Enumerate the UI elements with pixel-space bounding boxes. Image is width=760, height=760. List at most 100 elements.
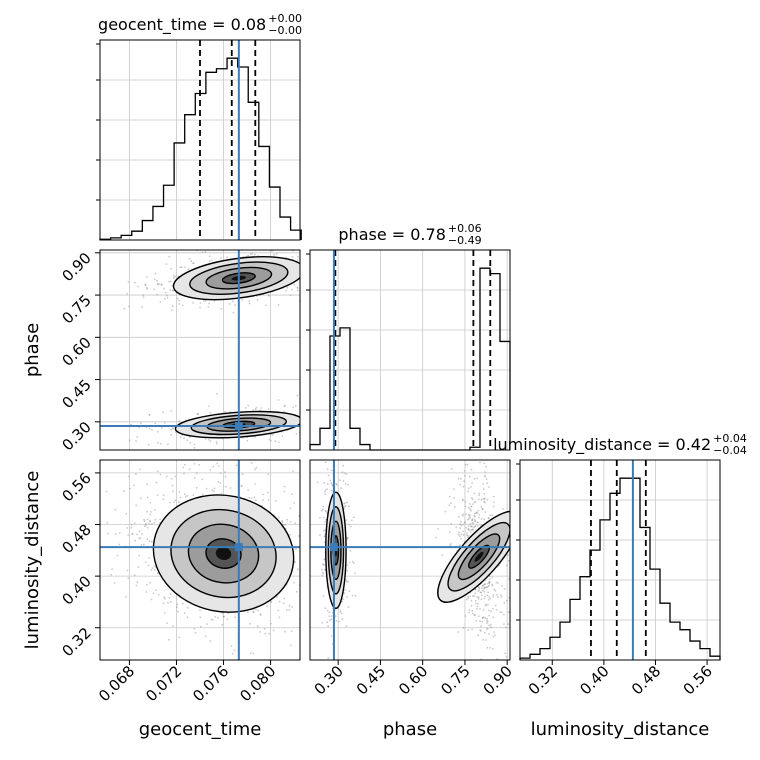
sample-point <box>315 279 317 281</box>
sample-point <box>178 303 181 305</box>
sample-point <box>339 609 342 612</box>
panel-2d-geocent_time-luminosity_distance <box>99 459 301 661</box>
sample-point <box>473 512 476 515</box>
sample-point <box>334 615 337 618</box>
sample-point <box>367 414 369 416</box>
sample-point <box>204 438 207 440</box>
sample-point <box>327 657 330 659</box>
x-axis-label: phase <box>383 719 437 740</box>
sample-point <box>286 518 289 521</box>
sample-point <box>322 563 324 565</box>
sample-point <box>467 513 470 516</box>
sample-point <box>496 594 498 596</box>
sample-point <box>314 271 316 273</box>
sample-point <box>500 594 502 596</box>
sample-point <box>173 501 175 504</box>
sample-point <box>480 591 482 594</box>
sample-point <box>498 564 500 567</box>
sample-point <box>255 406 258 409</box>
sample-point <box>125 512 128 515</box>
sample-point <box>135 584 138 587</box>
sample-point <box>316 264 318 266</box>
sample-point <box>259 631 261 633</box>
sample-point <box>284 523 286 526</box>
sample-point <box>217 616 219 619</box>
sample-point <box>481 617 484 620</box>
sample-point <box>483 500 485 503</box>
sample-point <box>351 560 354 563</box>
sample-point <box>322 413 324 415</box>
sample-point <box>285 609 288 612</box>
sample-point <box>148 557 151 559</box>
sample-point <box>147 564 150 567</box>
sample-point <box>487 603 489 606</box>
sample-point <box>323 558 326 561</box>
sample-point <box>205 487 208 490</box>
sample-point <box>220 492 223 495</box>
sample-point <box>345 581 348 583</box>
sample-point <box>160 283 163 286</box>
sample-point <box>492 495 495 498</box>
sample-point <box>163 287 165 290</box>
sample-point <box>455 526 458 529</box>
sample-point <box>142 543 145 546</box>
sample-point <box>487 517 490 519</box>
density-peak <box>215 547 232 560</box>
sample-point <box>170 410 173 412</box>
sample-point <box>159 518 162 521</box>
sample-point <box>212 490 215 493</box>
sample-point <box>154 509 156 511</box>
sample-point <box>492 635 495 638</box>
sample-point <box>363 414 365 416</box>
sample-point <box>186 494 189 497</box>
sample-point <box>250 253 252 255</box>
sample-point <box>165 291 167 294</box>
y-tick-label: 0.75 <box>58 291 94 327</box>
x-tick-label: 0.080 <box>236 662 279 705</box>
sample-point <box>467 524 470 527</box>
sample-point <box>478 516 480 519</box>
sample-point <box>283 490 286 493</box>
sample-point <box>474 599 477 602</box>
sample-point <box>114 532 117 535</box>
sample-point <box>302 624 304 626</box>
sample-point <box>450 502 452 504</box>
sample-point <box>471 519 473 522</box>
sample-point <box>293 502 295 504</box>
sample-point <box>159 442 162 445</box>
sample-point <box>488 633 490 635</box>
sample-point <box>135 440 137 442</box>
sample-point <box>146 496 149 499</box>
sample-point <box>295 548 297 551</box>
sample-point <box>142 296 145 299</box>
sample-point <box>213 487 216 490</box>
sample-point <box>230 645 233 647</box>
sample-point <box>343 502 345 505</box>
sample-point <box>467 527 470 530</box>
sample-point <box>470 509 472 512</box>
sample-point <box>471 609 474 612</box>
sample-point <box>212 465 215 468</box>
sample-point <box>484 501 486 504</box>
sample-point <box>491 648 494 650</box>
sample-point <box>156 293 158 296</box>
sample-point <box>324 268 326 270</box>
sample-point <box>143 520 146 523</box>
sample-point <box>480 625 482 628</box>
sample-point <box>345 596 348 598</box>
sample-point <box>307 281 309 283</box>
sample-point <box>208 260 211 263</box>
sample-point <box>488 517 490 520</box>
sample-point <box>176 603 179 606</box>
sample-point <box>326 483 329 486</box>
sample-point <box>474 515 476 518</box>
sample-point <box>472 522 475 525</box>
sample-point <box>199 625 202 628</box>
sample-point <box>169 231 171 233</box>
sample-point <box>152 592 155 595</box>
sample-point <box>318 239 320 241</box>
sample-point <box>252 409 255 412</box>
sample-point <box>476 525 479 527</box>
sample-point <box>151 540 153 543</box>
